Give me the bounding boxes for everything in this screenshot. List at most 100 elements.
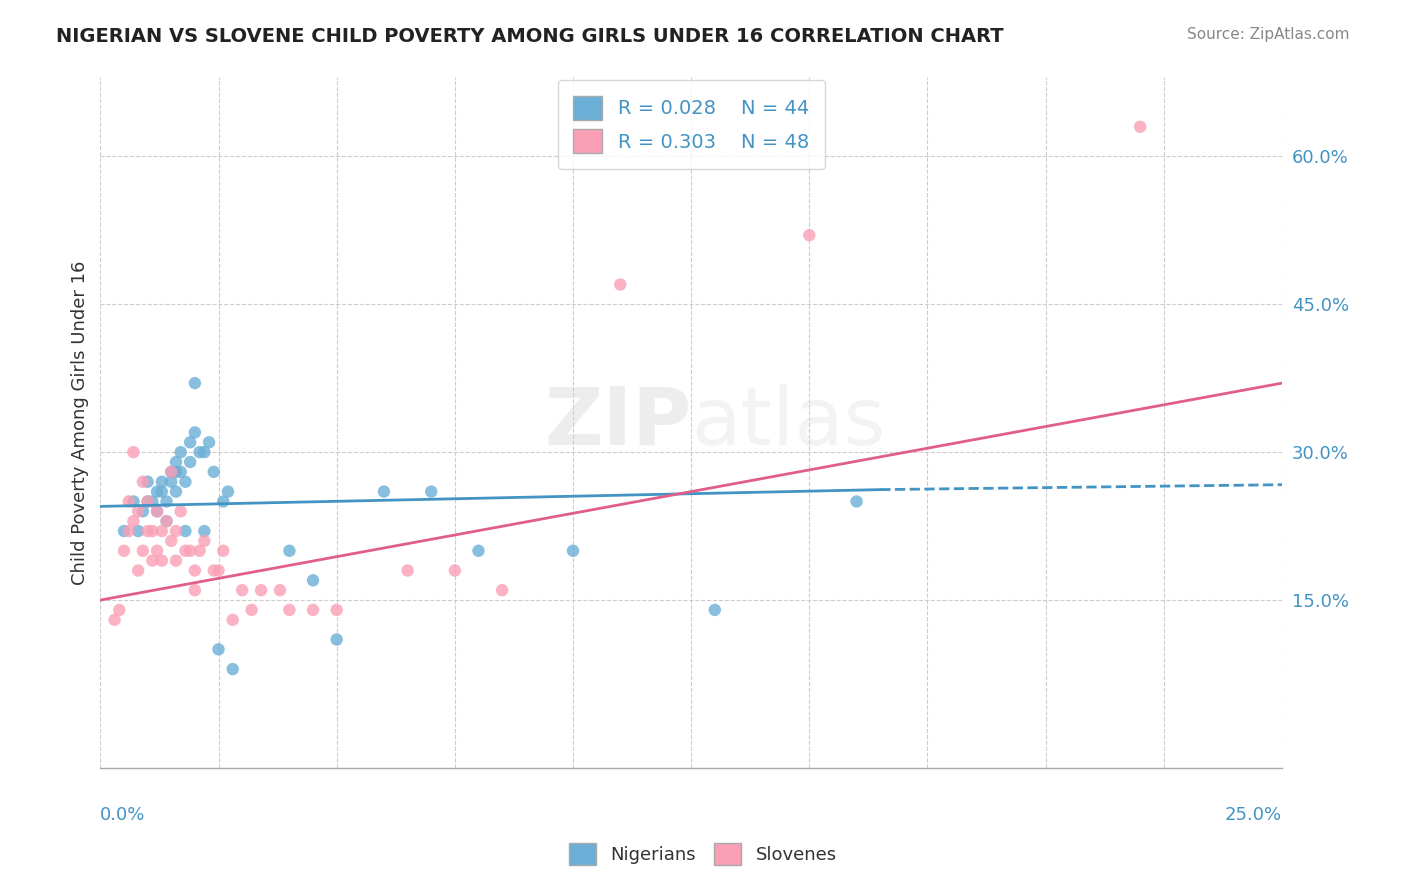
Point xyxy=(174,475,197,489)
Point xyxy=(703,603,725,617)
Point xyxy=(184,376,207,391)
Point xyxy=(188,445,211,459)
Point xyxy=(155,494,177,508)
Point xyxy=(136,524,159,538)
Point xyxy=(160,475,183,489)
Point xyxy=(146,543,169,558)
Point xyxy=(150,475,173,489)
Point xyxy=(179,455,201,469)
Point xyxy=(165,524,187,538)
Point xyxy=(193,445,215,459)
Point xyxy=(150,484,173,499)
Point xyxy=(202,564,225,578)
Legend: R = 0.028    N = 44, R = 0.303    N = 48: R = 0.028 N = 44, R = 0.303 N = 48 xyxy=(558,80,825,169)
Point xyxy=(198,435,221,450)
Point xyxy=(132,504,155,518)
Point xyxy=(179,543,201,558)
Point xyxy=(212,494,235,508)
Point xyxy=(155,514,177,528)
Point xyxy=(278,543,301,558)
Point xyxy=(150,554,173,568)
Point xyxy=(799,228,821,243)
Point xyxy=(207,564,229,578)
Point xyxy=(146,504,169,518)
Point xyxy=(165,465,187,479)
Point xyxy=(103,613,125,627)
Point xyxy=(165,554,187,568)
Point xyxy=(165,455,187,469)
Point xyxy=(122,514,145,528)
Point xyxy=(325,632,347,647)
Point xyxy=(146,504,169,518)
Point xyxy=(184,425,207,440)
Point xyxy=(231,583,253,598)
Point xyxy=(160,465,183,479)
Point xyxy=(136,494,159,508)
Point xyxy=(184,583,207,598)
Point xyxy=(420,484,443,499)
Text: atlas: atlas xyxy=(692,384,886,461)
Point xyxy=(118,494,141,508)
Legend: Nigerians, Slovenes: Nigerians, Slovenes xyxy=(560,834,846,874)
Point xyxy=(141,524,163,538)
Point xyxy=(396,564,419,578)
Point xyxy=(278,603,301,617)
Point xyxy=(193,533,215,548)
Point xyxy=(609,277,631,292)
Point xyxy=(250,583,273,598)
Point xyxy=(170,465,193,479)
Point xyxy=(174,524,197,538)
Point xyxy=(845,494,868,508)
Y-axis label: Child Poverty Among Girls Under 16: Child Poverty Among Girls Under 16 xyxy=(72,260,89,585)
Point xyxy=(373,484,395,499)
Point xyxy=(221,662,243,676)
Point xyxy=(122,445,145,459)
Point xyxy=(202,465,225,479)
Point xyxy=(174,543,197,558)
Point xyxy=(491,583,513,598)
Point xyxy=(207,642,229,657)
Point xyxy=(217,484,239,499)
Point xyxy=(325,603,347,617)
Point xyxy=(1129,120,1152,134)
Point xyxy=(160,533,183,548)
Point xyxy=(146,484,169,499)
Point xyxy=(212,543,235,558)
Text: Source: ZipAtlas.com: Source: ZipAtlas.com xyxy=(1187,27,1350,42)
Point xyxy=(160,465,183,479)
Text: 0.0%: 0.0% xyxy=(100,805,146,823)
Text: 25.0%: 25.0% xyxy=(1225,805,1282,823)
Point xyxy=(562,543,585,558)
Point xyxy=(179,435,201,450)
Point xyxy=(302,603,325,617)
Point xyxy=(112,524,135,538)
Point xyxy=(127,524,149,538)
Point xyxy=(240,603,263,617)
Text: NIGERIAN VS SLOVENE CHILD POVERTY AMONG GIRLS UNDER 16 CORRELATION CHART: NIGERIAN VS SLOVENE CHILD POVERTY AMONG … xyxy=(56,27,1004,45)
Point xyxy=(141,494,163,508)
Point xyxy=(302,574,325,588)
Point xyxy=(132,543,155,558)
Point xyxy=(193,524,215,538)
Point xyxy=(467,543,489,558)
Point xyxy=(136,475,159,489)
Point xyxy=(155,514,177,528)
Point xyxy=(443,564,465,578)
Point xyxy=(221,613,243,627)
Point xyxy=(150,524,173,538)
Point xyxy=(127,564,149,578)
Point xyxy=(170,445,193,459)
Point xyxy=(118,524,141,538)
Point xyxy=(170,504,193,518)
Point xyxy=(184,564,207,578)
Text: ZIP: ZIP xyxy=(544,384,692,461)
Point xyxy=(141,554,163,568)
Point xyxy=(112,543,135,558)
Point xyxy=(188,543,211,558)
Point xyxy=(132,475,155,489)
Point xyxy=(108,603,131,617)
Point xyxy=(269,583,291,598)
Point xyxy=(122,494,145,508)
Point xyxy=(127,504,149,518)
Point xyxy=(165,484,187,499)
